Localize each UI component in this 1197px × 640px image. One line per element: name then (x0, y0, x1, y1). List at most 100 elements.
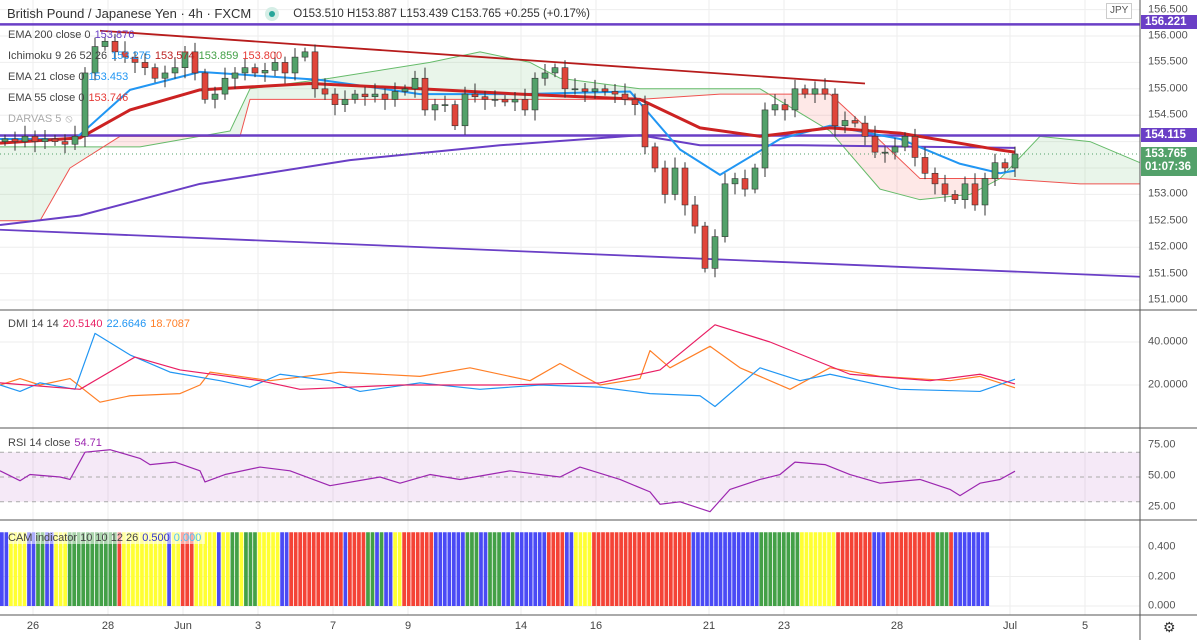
cam-bar-red (913, 532, 917, 606)
cloud-segment (5, 146, 10, 221)
currency-label[interactable]: JPY (1106, 3, 1133, 19)
cam-bar-green (777, 532, 782, 606)
cloud-segment (855, 117, 860, 166)
candle-down (661, 167, 669, 195)
cloud-segment (70, 146, 75, 168)
settings-gear-icon[interactable]: ⚙ (1163, 619, 1176, 635)
candle-up (841, 120, 849, 127)
cam-bar-blue (384, 532, 388, 606)
candle-up (391, 91, 399, 100)
legend-value: 20.5140 (62, 318, 103, 330)
cloud-segment (10, 146, 15, 221)
legend-ema200[interactable]: EMA 200 close 0 153.876 (8, 29, 138, 41)
candle-up (711, 236, 719, 269)
candle-up (551, 67, 559, 74)
cloud-segment (955, 178, 960, 196)
cloud-segment (725, 88, 730, 95)
cloud-segment (150, 136, 155, 146)
cam-bar-blue (971, 532, 976, 606)
cam-bar-red (592, 532, 596, 606)
cam-bar-yellow (813, 532, 818, 606)
candle-up (751, 167, 759, 190)
cloud-segment (55, 146, 60, 195)
cloud-segment (485, 52, 490, 100)
cloud-segment (270, 85, 275, 100)
legend-ema21[interactable]: EMA 21 close 0 153.453 (8, 71, 132, 83)
lower-trend-line (0, 228, 1141, 278)
cam-bar-green (497, 532, 501, 606)
price-tick-label: 156.000 (1148, 29, 1188, 42)
cloud-segment (690, 88, 695, 97)
cam-bar-green (510, 532, 515, 606)
price-tick-label: 151.500 (1148, 267, 1188, 280)
legend-ichimoku[interactable]: Ichimoku 9 26 52 26 153.275 153.574 153.859… (8, 50, 286, 62)
cam-bar-blue (745, 532, 750, 606)
cam-bar-blue (524, 532, 529, 606)
cloud-segment (665, 88, 670, 98)
symbol-header[interactable]: British Pound / Japanese Yen · 4h · FXCM… (7, 6, 590, 21)
price-tick-label: 152.000 (1148, 240, 1188, 253)
cloud-segment (1100, 145, 1105, 184)
cam-bar-yellow (239, 532, 244, 606)
downtrend-line (99, 29, 866, 85)
candle-down (831, 93, 839, 127)
cam-bar-red (949, 532, 953, 606)
level-price-label: 156.221 (1141, 15, 1197, 29)
cam-bar-blue (881, 532, 886, 606)
cam-bar-yellow (54, 532, 58, 606)
cam-bar-yellow (58, 532, 63, 606)
legend-darvas[interactable]: DARVAS 5 ⦸ (8, 113, 77, 126)
legend-cam[interactable]: CAM indicator 10 10 12 26 0.500 0.000 (8, 532, 206, 544)
cam-bar-green (786, 532, 791, 606)
cam-bar-blue (447, 532, 452, 606)
rsi-tick-label: 75.00 (1148, 438, 1176, 451)
cloud-segment (815, 94, 820, 126)
candle-down (641, 104, 649, 148)
candle-up (541, 72, 549, 79)
cam-bar-blue (754, 532, 759, 606)
candle-up (721, 183, 729, 237)
cloud-segment (900, 159, 905, 196)
cam-bar-blue (461, 532, 465, 606)
cam-bar-green (492, 532, 497, 606)
cloud-segment (460, 55, 465, 100)
cloud-segment (1040, 136, 1045, 182)
cam-bar-blue (718, 532, 723, 606)
legend-dmi[interactable]: DMI 14 14 20.5140 22.6646 18.7087 (8, 318, 194, 330)
cam-bar-green (366, 532, 370, 606)
price-tick-label: 155.000 (1148, 82, 1188, 95)
cam-bar-blue (27, 532, 31, 606)
cam-bar-red (673, 532, 678, 606)
cam-bar-red (682, 532, 687, 606)
cloud-segment (465, 53, 470, 100)
cam-bar-red (189, 532, 194, 606)
cam-bar-red (424, 532, 429, 606)
cam-bar-red (329, 532, 334, 606)
cloud-segment (895, 154, 900, 195)
cam-bar-yellow (153, 532, 158, 606)
price-tick-label: 153.000 (1148, 187, 1188, 200)
cam-bar-yellow (221, 532, 226, 606)
cam-bar-green (488, 532, 492, 606)
cam-bar-blue (388, 532, 393, 606)
cam-bar-blue (980, 532, 985, 606)
cloud-segment (45, 146, 50, 212)
cloud-segment (375, 70, 380, 100)
cam-bar-blue (284, 532, 289, 606)
cam-bar-yellow (397, 532, 402, 606)
candle-up (261, 70, 269, 74)
cam-bar-red (596, 532, 601, 606)
cam-bar-green (470, 532, 474, 606)
candle-up (1, 138, 9, 142)
cloud-segment (0, 146, 5, 221)
ema55-line (0, 82, 1016, 154)
cam-bar-red (320, 532, 325, 606)
cam-bar-blue (483, 532, 488, 606)
legend-rsi[interactable]: RSI 14 close 54.71 (8, 437, 106, 449)
cam-bar-green (944, 532, 949, 606)
candle-up (101, 40, 109, 47)
legend-ema55[interactable]: EMA 55 close 0 153.746 (8, 92, 132, 104)
eye-hidden-icon[interactable]: ⦸ (65, 113, 73, 125)
legend-value: 0.500 (142, 532, 170, 544)
